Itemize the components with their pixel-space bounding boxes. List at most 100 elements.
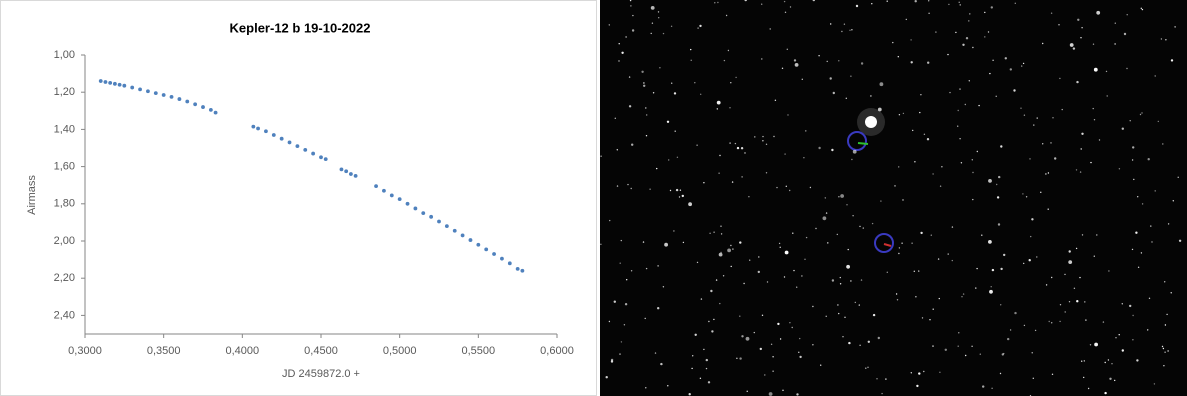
star <box>1022 62 1025 65</box>
y-tick-label: 1,00 <box>54 49 75 61</box>
star <box>976 267 978 270</box>
star <box>1081 132 1084 135</box>
star <box>989 72 991 75</box>
star <box>793 59 797 62</box>
star <box>794 63 799 67</box>
star <box>1114 22 1116 24</box>
star <box>1023 324 1026 327</box>
star <box>911 242 913 244</box>
star <box>1108 270 1110 272</box>
star <box>789 189 791 192</box>
star <box>744 0 747 2</box>
star <box>664 242 668 247</box>
star <box>1061 108 1063 111</box>
star <box>713 318 715 321</box>
star <box>897 56 899 58</box>
star <box>666 120 670 124</box>
star <box>918 270 920 272</box>
star <box>1073 287 1076 289</box>
star <box>1072 47 1076 50</box>
star <box>996 196 1000 199</box>
star <box>1045 284 1048 286</box>
star <box>649 188 651 190</box>
star <box>859 344 861 346</box>
star <box>968 80 970 82</box>
star <box>995 95 997 98</box>
star <box>838 312 840 315</box>
star <box>992 59 994 61</box>
star <box>996 183 998 186</box>
star <box>965 354 967 357</box>
star <box>654 352 657 354</box>
star <box>805 236 808 239</box>
star <box>841 30 843 33</box>
star <box>694 82 696 84</box>
star <box>616 149 618 151</box>
star <box>746 390 748 392</box>
star <box>912 129 914 132</box>
star <box>858 304 860 306</box>
star <box>1076 80 1079 84</box>
star <box>619 262 621 264</box>
star <box>1131 248 1134 251</box>
star <box>1154 75 1156 77</box>
star <box>644 317 646 320</box>
star <box>1140 7 1142 9</box>
star <box>716 108 718 110</box>
star <box>621 51 624 54</box>
star <box>988 179 992 183</box>
star <box>773 135 775 138</box>
star <box>799 337 801 340</box>
star <box>1033 124 1035 126</box>
star <box>1096 234 1098 236</box>
star <box>618 43 620 45</box>
star <box>688 202 692 207</box>
star <box>769 28 771 30</box>
star <box>958 1 960 3</box>
star <box>707 381 711 384</box>
star <box>987 31 990 33</box>
star <box>860 279 863 281</box>
star <box>792 232 794 234</box>
star <box>624 303 628 306</box>
star <box>849 29 851 31</box>
star <box>645 135 648 137</box>
x-tick-label: 0,5500 <box>462 345 496 357</box>
star <box>914 0 917 3</box>
data-point <box>452 228 457 233</box>
data-point <box>374 184 378 189</box>
star <box>846 264 850 269</box>
star <box>709 232 711 234</box>
star <box>961 296 963 298</box>
star <box>789 6 792 8</box>
star <box>825 212 828 214</box>
star <box>880 200 882 202</box>
star <box>628 105 632 108</box>
star <box>930 234 932 236</box>
star <box>1163 365 1165 367</box>
star <box>838 60 840 62</box>
star <box>620 341 623 343</box>
star <box>743 282 745 285</box>
star <box>1136 359 1139 362</box>
star <box>1106 95 1108 97</box>
data-point <box>201 105 205 109</box>
star <box>631 143 634 146</box>
star <box>618 60 620 62</box>
star <box>955 31 957 34</box>
star <box>845 97 847 100</box>
data-point <box>169 94 174 99</box>
star <box>779 338 782 340</box>
star <box>1079 276 1081 279</box>
star <box>679 189 682 191</box>
star <box>910 61 913 64</box>
star <box>796 393 799 396</box>
star <box>1098 139 1101 141</box>
star <box>1054 157 1057 160</box>
star <box>1174 26 1176 28</box>
star <box>978 104 980 107</box>
star <box>600 155 602 157</box>
star <box>719 302 721 305</box>
star <box>652 92 655 94</box>
star <box>1093 67 1098 72</box>
